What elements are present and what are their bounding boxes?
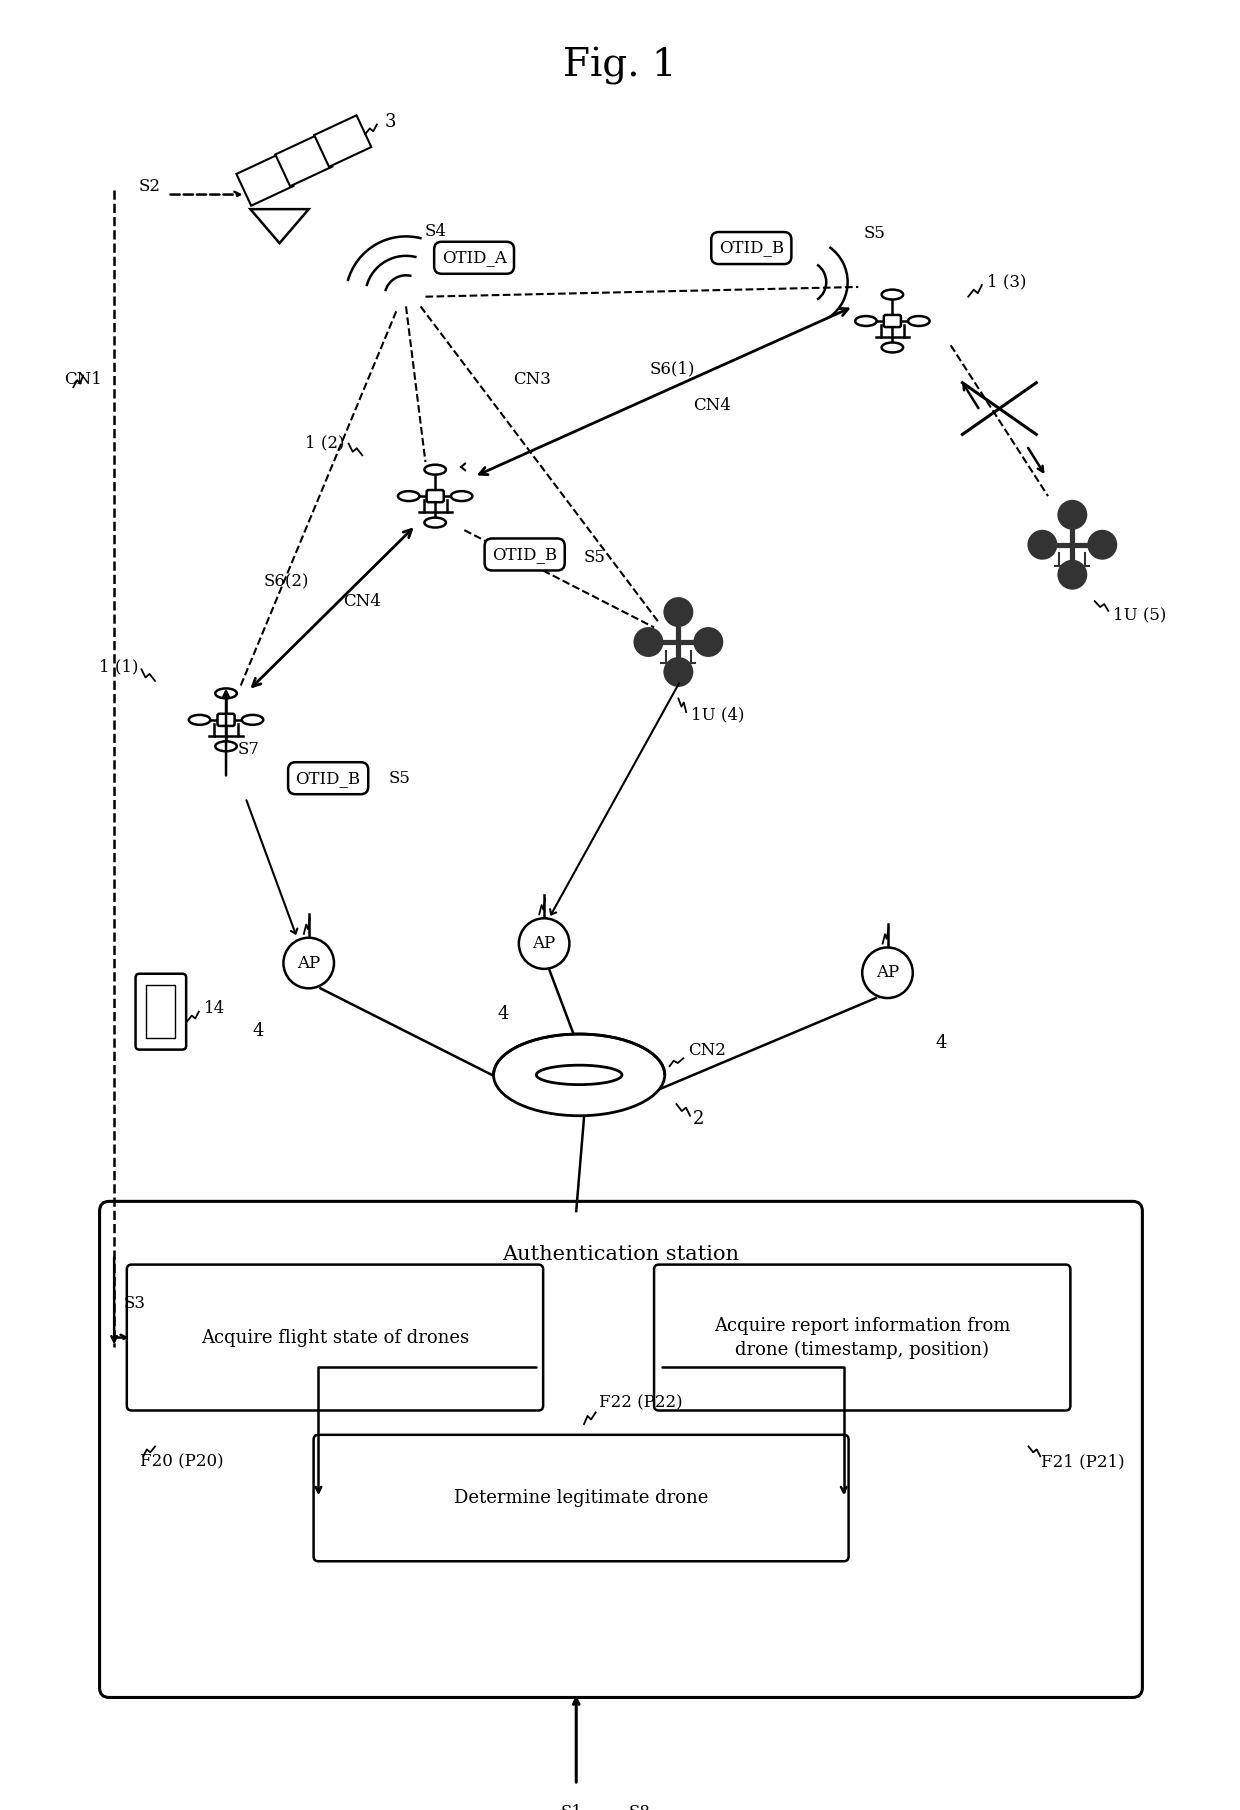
Text: CN4: CN4 xyxy=(693,396,730,414)
Text: CN2: CN2 xyxy=(688,1043,725,1059)
Text: AP: AP xyxy=(532,936,556,952)
Text: CN3: CN3 xyxy=(513,371,552,387)
Ellipse shape xyxy=(856,317,877,326)
Text: 1 (1): 1 (1) xyxy=(99,659,139,675)
Text: Authentication station: Authentication station xyxy=(502,1245,739,1265)
Text: 3: 3 xyxy=(384,112,396,130)
Text: 4: 4 xyxy=(497,1005,508,1023)
Text: Acquire report information from
drone (timestamp, position): Acquire report information from drone (t… xyxy=(714,1316,1011,1359)
Text: 4: 4 xyxy=(935,1034,946,1052)
Ellipse shape xyxy=(882,342,903,353)
Circle shape xyxy=(694,628,722,655)
Text: 4: 4 xyxy=(253,1023,264,1041)
Text: Fig. 1: Fig. 1 xyxy=(563,47,677,85)
Circle shape xyxy=(665,659,692,686)
Text: CN1: CN1 xyxy=(64,371,102,387)
FancyBboxPatch shape xyxy=(427,491,444,501)
Circle shape xyxy=(635,628,662,655)
Circle shape xyxy=(1089,530,1116,559)
Circle shape xyxy=(1059,501,1086,529)
Ellipse shape xyxy=(398,491,419,501)
Circle shape xyxy=(862,947,913,997)
Text: 1 (3): 1 (3) xyxy=(987,273,1027,291)
Ellipse shape xyxy=(188,715,211,724)
Ellipse shape xyxy=(242,715,263,724)
Text: AP: AP xyxy=(875,965,899,981)
Text: S3: S3 xyxy=(124,1294,146,1312)
Bar xyxy=(146,985,175,1037)
FancyBboxPatch shape xyxy=(884,315,901,328)
Circle shape xyxy=(284,938,334,988)
Circle shape xyxy=(518,918,569,968)
Text: Determine legitimate drone: Determine legitimate drone xyxy=(454,1490,708,1508)
FancyBboxPatch shape xyxy=(126,1265,543,1410)
Bar xyxy=(314,116,371,167)
Text: S5: S5 xyxy=(388,769,410,787)
FancyBboxPatch shape xyxy=(217,713,234,726)
FancyBboxPatch shape xyxy=(99,1202,1142,1698)
Text: OTID_A: OTID_A xyxy=(441,250,506,266)
Text: 14: 14 xyxy=(203,1001,224,1017)
Ellipse shape xyxy=(424,518,446,527)
Circle shape xyxy=(665,597,692,626)
Ellipse shape xyxy=(424,465,446,474)
Text: S5: S5 xyxy=(584,548,606,567)
Text: S6(1): S6(1) xyxy=(650,360,694,378)
Text: S6(2): S6(2) xyxy=(263,574,309,590)
FancyBboxPatch shape xyxy=(314,1435,848,1562)
Bar xyxy=(275,134,332,186)
Text: S4: S4 xyxy=(424,223,446,241)
Text: S2: S2 xyxy=(139,177,161,195)
Text: OTID_B: OTID_B xyxy=(492,547,557,563)
Ellipse shape xyxy=(451,491,472,501)
Bar xyxy=(237,154,294,206)
Text: 1U (5): 1U (5) xyxy=(1114,606,1167,623)
Ellipse shape xyxy=(216,688,237,699)
Circle shape xyxy=(1059,561,1086,588)
Text: S7: S7 xyxy=(238,740,259,758)
Circle shape xyxy=(1028,530,1056,559)
Text: F21 (P21): F21 (P21) xyxy=(1042,1453,1125,1470)
Text: F22 (P22): F22 (P22) xyxy=(599,1394,682,1412)
Text: S5: S5 xyxy=(863,224,885,243)
FancyBboxPatch shape xyxy=(135,974,186,1050)
Text: Acquire flight state of drones: Acquire flight state of drones xyxy=(201,1329,469,1347)
Text: OTID_B: OTID_B xyxy=(295,769,361,787)
Ellipse shape xyxy=(537,1064,622,1084)
Ellipse shape xyxy=(882,290,903,299)
Polygon shape xyxy=(250,210,309,243)
FancyBboxPatch shape xyxy=(653,1265,1070,1410)
Text: AP: AP xyxy=(298,954,320,972)
Ellipse shape xyxy=(494,1034,665,1115)
Ellipse shape xyxy=(908,317,930,326)
Ellipse shape xyxy=(216,742,237,751)
Text: 1U (4): 1U (4) xyxy=(691,706,744,724)
Text: 1 (2): 1 (2) xyxy=(305,434,345,451)
Text: S1: S1 xyxy=(560,1805,583,1810)
Text: CN4: CN4 xyxy=(342,592,381,610)
Text: 2: 2 xyxy=(693,1110,704,1128)
Text: S8: S8 xyxy=(629,1805,651,1810)
Text: F20 (P20): F20 (P20) xyxy=(140,1453,224,1470)
Text: OTID_B: OTID_B xyxy=(719,239,784,257)
